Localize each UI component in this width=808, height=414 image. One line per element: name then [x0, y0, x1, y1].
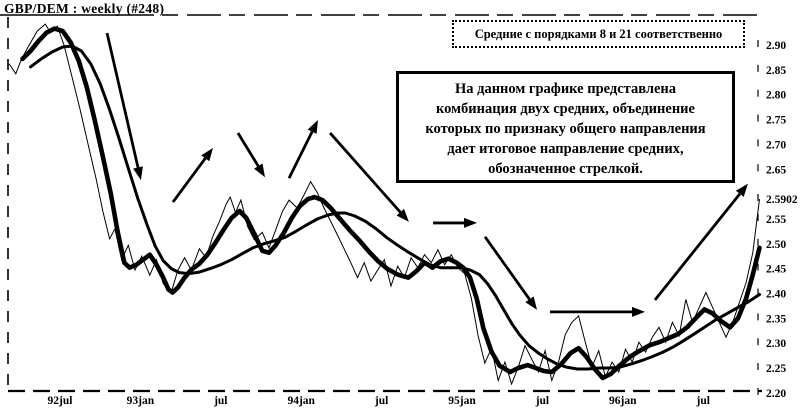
x-tick-label: 93jan	[127, 395, 155, 407]
y-tick-label: 2.80	[766, 90, 786, 102]
y-tick-label: 2.40	[766, 289, 786, 301]
y-tick-label: 2.85	[766, 65, 786, 77]
trend-arrowhead-down	[133, 166, 143, 181]
y-tick-label: 2.70	[766, 139, 786, 151]
note-line: дает итоговое направление средних,	[447, 141, 684, 157]
legend-box: Средние с порядками 8 и 21 соответственн…	[452, 20, 745, 48]
y-tick-label: 2.25	[766, 363, 786, 375]
x-tick-label: jul	[695, 395, 709, 407]
trend-arrowhead-up	[735, 183, 748, 197]
trend-arrow-down	[105, 32, 140, 168]
trend-arrowhead-right	[632, 306, 646, 317]
y-tick-label: 2.35	[766, 313, 786, 325]
trend-arrow-up	[653, 192, 741, 301]
trend-arrowhead-down	[396, 208, 409, 222]
note-line: обозначенное стрелкой.	[488, 161, 643, 177]
note-line: которых по признаку общего направления	[425, 121, 706, 137]
x-tick-label: jul	[535, 395, 549, 407]
y-tick-label: 2.20	[766, 388, 786, 400]
y-tick-label: 2.45	[766, 264, 786, 276]
trend-arrow-up	[287, 131, 314, 179]
y-tick-label: 2.65	[766, 164, 786, 176]
note-line: комбинация двух средних, объединение	[436, 101, 695, 117]
trend-arrowhead-right	[464, 217, 478, 228]
x-tick-label: 96jan	[609, 395, 637, 407]
note-box: На данном графике представлена комбинаци…	[396, 71, 735, 183]
x-tick-label: 92jul	[48, 395, 73, 407]
trend-arrow-down	[236, 132, 260, 167]
chart-title: GBP/DEM : weekly (#248)	[4, 1, 165, 16]
x-tick-label: 95jan	[448, 395, 476, 407]
y-tick-label: 2.55	[766, 214, 786, 226]
trend-arrow-down	[328, 132, 402, 214]
trend-arrowhead-down	[254, 163, 266, 178]
x-tick-label: jul	[213, 395, 227, 407]
y-tick-label: 2.50	[766, 239, 786, 251]
y-tick-label: 2.75	[766, 115, 786, 127]
trend-arrow-up	[171, 157, 207, 203]
trend-arrowhead-down	[525, 296, 538, 310]
y-tick-label: 2.90	[766, 40, 786, 52]
series-ma21	[29, 44, 761, 371]
series-ma8	[20, 26, 762, 381]
note-line: На данном графике представлена	[454, 81, 677, 97]
trend-arrow-down	[483, 236, 531, 301]
x-tick-label: 94jan	[287, 395, 315, 407]
trend-arrowhead-up	[307, 120, 318, 134]
y-tick-label: 2.30	[766, 338, 786, 350]
trend-arrowhead-up	[201, 147, 214, 162]
x-tick-label: jul	[374, 395, 388, 407]
legend-text: Средние с порядками 8 и 21 соответственн…	[474, 26, 723, 41]
y-tick-label: 2.5902	[766, 194, 798, 206]
